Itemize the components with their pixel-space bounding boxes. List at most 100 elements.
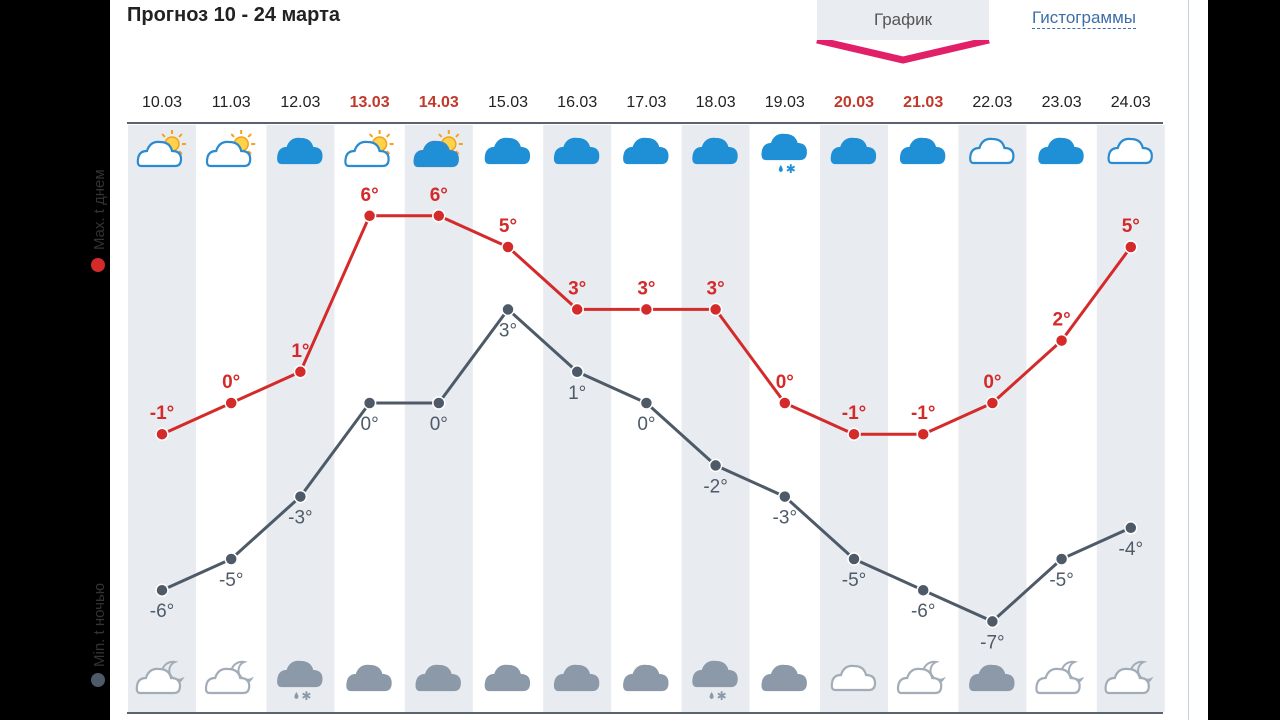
max-temp-data-label: 3° <box>707 278 725 299</box>
date-label: 21.03 <box>903 94 943 111</box>
day-column-shade <box>681 125 750 712</box>
cloud-icon <box>277 137 323 165</box>
cloud-icon <box>830 137 877 165</box>
cloud-icon <box>553 137 600 165</box>
day-column-shade <box>1096 125 1165 712</box>
date-label: 10.03 <box>142 94 182 111</box>
page-title: Прогноз 10 - 24 марта <box>127 4 341 26</box>
min-temp-data-label: -4° <box>1119 539 1144 560</box>
max-temp-data-label: 1° <box>291 341 309 362</box>
cloud-icon <box>553 664 600 692</box>
min-temp-data-label: 1° <box>568 383 586 404</box>
max-temp-data-label: 2° <box>1053 310 1071 331</box>
day-column-shade <box>543 125 612 712</box>
svg-text:✱: ✱ <box>786 162 796 176</box>
max-temp-data-label: 3° <box>568 278 586 299</box>
min-temp-point <box>1124 521 1138 535</box>
cloud-rain-snow-icon: ✱ <box>761 133 807 176</box>
cloud-moon-icon <box>1035 660 1085 695</box>
min-temp-point <box>1054 552 1069 566</box>
max-temp-data-label: 0° <box>776 372 794 393</box>
max-temp-point <box>501 240 515 254</box>
max-temp-point <box>985 396 1000 410</box>
date-label: 12.03 <box>280 94 320 111</box>
date-label: 14.03 <box>419 94 459 111</box>
max-temp-point <box>1054 333 1069 348</box>
cloud-moon-icon <box>896 660 946 695</box>
min-temp-point <box>293 489 308 504</box>
cloud-rain-snow-icon: ✱ <box>692 660 738 703</box>
min-temp-point <box>847 552 861 566</box>
date-label: 23.03 <box>1042 94 1082 111</box>
min-temp-data-label: 0° <box>361 414 379 435</box>
cloud-icon <box>623 664 669 692</box>
min-temp-data-label: -6° <box>911 601 936 622</box>
min-temp-point <box>639 396 654 410</box>
max-temp-data-label: 5° <box>1122 216 1140 237</box>
cloud-icon <box>1038 137 1084 165</box>
cloud-outline-icon <box>830 664 877 692</box>
cloud-icon <box>484 137 531 165</box>
cloud-icon <box>761 664 807 692</box>
max-temp-data-label: -1° <box>150 403 175 424</box>
min-temp-point <box>570 365 584 379</box>
date-label: 15.03 <box>488 94 528 111</box>
min-temp-point <box>501 302 515 317</box>
date-label: 22.03 <box>972 94 1012 111</box>
max-temp-data-label: -1° <box>842 403 867 424</box>
min-temp-data-label: -2° <box>703 476 728 497</box>
min-temp-data-label: -3° <box>773 508 798 529</box>
max-temp-point <box>570 302 584 317</box>
min-temp-point <box>708 458 723 473</box>
max-temp-point <box>778 396 792 410</box>
min-temp-data-label: -5° <box>1049 570 1074 591</box>
cloud-outline-icon <box>1107 137 1153 165</box>
max-temp-point <box>1124 240 1138 254</box>
min-temp-point <box>362 396 377 410</box>
max-temp-data-label: -1° <box>911 403 936 424</box>
right-letterbox <box>1208 0 1280 720</box>
max-temp-data-label: 0° <box>983 372 1001 393</box>
cloud-moon-icon <box>204 660 254 695</box>
legend-min-label: Min. t ночью <box>91 582 108 667</box>
day-column-shade <box>404 125 473 712</box>
day-column-shade <box>128 125 196 712</box>
partly-cloudy-sun-icon <box>344 130 394 168</box>
max-temp-data-label: 0° <box>222 372 240 393</box>
max-temp-data-label: 6° <box>361 185 379 206</box>
cloud-icon <box>346 664 392 692</box>
date-label: 17.03 <box>626 94 666 111</box>
partly-cloudy-sun-icon <box>136 130 186 168</box>
tab-histograms[interactable]: Гистограммы <box>1032 8 1137 29</box>
max-temp-data-label: 6° <box>430 185 448 206</box>
side-scroll-strip[interactable] <box>1188 0 1209 720</box>
cloud-icon <box>623 137 669 165</box>
max-temp-point <box>916 427 930 441</box>
tab-active-indicator <box>816 36 990 64</box>
cloud-rain-snow-icon: ✱ <box>277 660 323 703</box>
min-temp-data-label: -7° <box>980 632 1005 653</box>
min-temp-data-label: 0° <box>430 414 448 435</box>
cloud-icon <box>415 664 461 692</box>
cloud-icon <box>484 664 531 692</box>
date-label: 20.03 <box>834 94 874 111</box>
min-temp-point <box>224 552 238 566</box>
max-temp-point <box>155 427 169 441</box>
date-label: 11.03 <box>212 94 251 111</box>
min-temp-data-label: -5° <box>219 570 244 591</box>
max-temp-data-label: 3° <box>637 278 655 299</box>
min-temp-data-label: -3° <box>288 508 313 529</box>
day-column-shade <box>266 125 335 712</box>
cloud-icon <box>692 137 738 165</box>
svg-text:✱: ✱ <box>301 689 311 703</box>
min-temp-point <box>778 489 792 504</box>
tab-graph[interactable]: График <box>817 0 989 40</box>
max-temp-point <box>224 396 238 410</box>
min-temp-point <box>985 614 1000 629</box>
cloud-sun-icon <box>413 130 463 168</box>
day-column-shade <box>958 125 1027 712</box>
max-temp-point <box>293 365 308 379</box>
date-label: 24.03 <box>1111 94 1151 111</box>
max-temp-point <box>708 302 723 317</box>
date-label: 18.03 <box>696 94 736 111</box>
